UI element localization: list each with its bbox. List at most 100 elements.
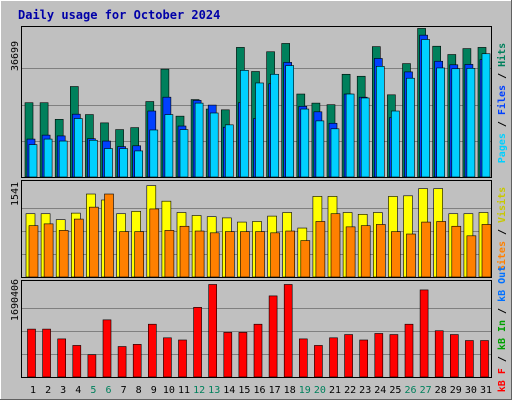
x-tick-label-day-29: 29 [450,385,462,396]
x-tick-label-day-20: 20 [314,385,326,396]
bar-sites-day-2 [43,223,54,278]
bar-pages-day-12 [194,102,204,178]
bar-kbf-day-29 [449,334,459,378]
bar-pages-day-20 [315,120,325,178]
bar-kbf-day-2 [42,328,51,378]
bar-kbf-day-17 [268,295,278,378]
bar-sites-day-28 [436,221,447,278]
bar-pages-day-10 [164,114,174,178]
bar-sites-day-16 [255,231,265,278]
bar-kbf-day-9 [148,323,157,378]
bar-pages-day-31 [481,53,491,178]
x-tick-label-day-22: 22 [344,385,356,396]
legend-kbf: kB F [497,368,508,392]
bar-sites-day-31 [481,224,492,278]
bar-kbf-day-31 [480,340,489,378]
bar-pages-day-6 [104,148,113,178]
bar-sites-day-14 [225,231,235,278]
bar-kbf-day-13 [208,284,217,378]
bar-kbf-day-23 [359,339,369,378]
bar-sites-day-10 [164,230,175,278]
bar-pages-day-15 [240,70,249,178]
bar-sites-day-8 [134,231,144,278]
x-tick-label-day-28: 28 [435,385,447,396]
bar-kbf-day-25 [389,334,399,378]
bar-kbf-day-20 [314,345,323,378]
bar-sites-day-12 [194,230,205,278]
legend-files: Files [496,85,508,115]
x-tick-label-day-12: 12 [193,385,205,396]
x-tick-label-day-26: 26 [404,385,416,396]
bar-pages-day-24 [375,66,385,178]
legend-hits: Hits [496,43,508,67]
bar-sites-day-15 [240,231,250,278]
x-tick-label-day-16: 16 [253,385,265,396]
bar-pages-day-16 [255,82,264,178]
x-tick-label-day-1: 1 [30,385,36,396]
bar-sites-day-24 [375,224,386,278]
bar-kbf-day-6 [102,319,112,378]
x-tick-label-day-14: 14 [223,385,235,396]
bar-kbf-day-27 [419,289,429,378]
bar-kbf-day-16 [253,323,263,378]
x-tick-label-day-30: 30 [465,385,477,396]
bar-pages-day-4 [74,118,83,178]
bar-pages-day-18 [285,65,295,178]
x-tick-label-day-27: 27 [420,385,432,396]
legend-sep-1: / [497,115,508,133]
x-tick-label-day-17: 17 [269,385,281,396]
y-max-label-hits: 36699 [10,41,21,71]
x-tick-label-day-21: 21 [329,385,341,396]
x-tick-label-day-18: 18 [284,385,296,396]
bar-pages-day-17 [270,73,279,178]
bar-sites-day-19 [300,240,311,278]
x-tick-label-day-5: 5 [90,385,96,396]
bar-sites-day-4 [74,218,84,278]
bar-sites-day-30 [466,235,477,278]
bar-pages-day-22 [345,93,355,178]
bar-sites-day-18 [285,230,296,278]
bar-kbf-day-14 [223,332,233,378]
bar-kbf-day-19 [298,338,308,378]
bar-pages-day-9 [149,129,159,178]
bar-pages-day-21 [330,128,340,178]
x-tick-label-day-13: 13 [208,385,220,396]
bar-sites-day-23 [360,225,371,278]
x-tick-label-day-23: 23 [359,385,371,396]
chart-title: Daily usage for October 2024 [18,8,220,22]
legend-top: Pages / Files / Hits [496,43,508,163]
bar-sites-day-9 [149,208,160,278]
bar-pages-day-29 [451,68,461,178]
bar-kbf-day-26 [404,323,414,378]
bar-kbf-day-1 [27,328,36,378]
x-tick-label-day-2: 2 [45,385,51,396]
bar-pages-day-8 [134,150,143,178]
bar-pages-day-1 [28,144,38,178]
legend-middle: Sites / Visits [496,187,508,271]
bar-kbf-day-11 [178,339,187,378]
bar-sites-day-25 [391,231,401,278]
bar-kbf-day-22 [344,334,353,378]
x-tick-label-day-11: 11 [178,385,190,396]
bar-sites-day-20 [315,221,326,278]
bar-pages-day-23 [360,97,370,178]
legend-sep-3: / [497,223,508,241]
bar-sites-day-1 [28,225,39,278]
bar-sites-day-27 [421,221,431,278]
bar-kbf-day-24 [374,333,384,378]
x-tick-label-day-25: 25 [389,385,401,396]
bar-sites-day-7 [119,231,129,278]
bar-kbf-day-28 [434,330,444,378]
bar-kbf-day-10 [163,337,172,378]
legend-sep-2: / [497,67,508,85]
bar-kbf-day-4 [72,345,82,378]
bar-sites-day-6 [104,193,114,278]
bar-sites-day-17 [270,232,280,278]
bar-sites-day-29 [451,225,462,278]
bar-pages-day-2 [43,138,53,178]
bar-sites-day-13 [209,232,220,278]
bar-kbf-day-15 [238,332,248,378]
x-tick-label-day-24: 24 [374,385,386,396]
bar-pages-day-3 [58,140,68,178]
